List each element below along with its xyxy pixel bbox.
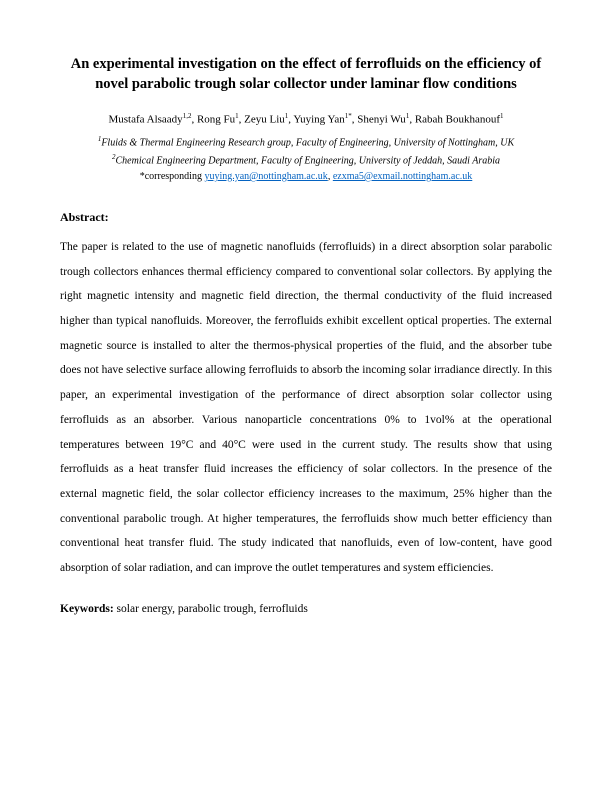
affiliation-1: 1Fluids & Thermal Engineering Research g… bbox=[60, 134, 552, 150]
affiliation-2: 2Chemical Engineering Department, Facult… bbox=[60, 152, 552, 168]
keywords-label: Keywords: bbox=[60, 603, 117, 615]
email-link-1[interactable]: yuying.yan@nottingham.ac.uk bbox=[204, 171, 327, 182]
abstract-heading: Abstract: bbox=[60, 210, 552, 225]
keywords: Keywords: solar energy, parabolic trough… bbox=[60, 601, 552, 618]
abstract-body: The paper is related to the use of magne… bbox=[60, 235, 552, 581]
corresponding-author: *corresponding yuying.yan@nottingham.ac.… bbox=[60, 171, 552, 182]
email-link-2[interactable]: ezxma5@exmail.nottingham.ac.uk bbox=[333, 171, 472, 182]
author-list: Mustafa Alsaady1,2, Rong Fu1, Zeyu Liu1,… bbox=[60, 112, 552, 128]
paper-title: An experimental investigation on the eff… bbox=[60, 55, 552, 94]
keywords-value: solar energy, parabolic trough, ferroflu… bbox=[117, 603, 308, 615]
corresponding-prefix: *corresponding bbox=[140, 171, 205, 182]
